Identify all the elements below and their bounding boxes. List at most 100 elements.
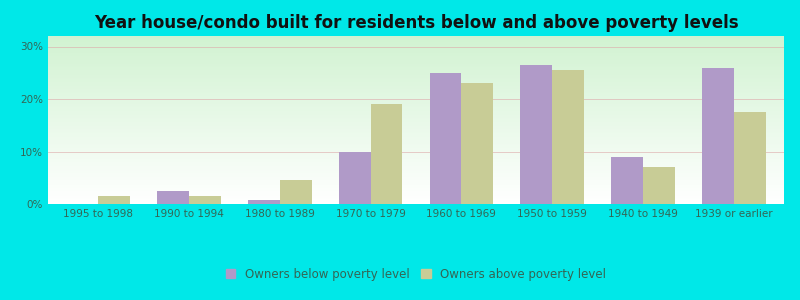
Bar [48,39,784,40]
Bar [48,164,784,165]
Bar [48,59,784,60]
Bar [48,56,784,57]
Bar [430,73,462,204]
Bar [48,77,784,78]
Bar [48,201,784,202]
Bar [48,180,784,181]
Bar [48,137,784,138]
Bar [48,66,784,67]
Bar [48,99,784,100]
Bar [48,67,784,68]
Bar [48,104,784,105]
Bar [48,185,784,186]
Bar [48,143,784,144]
Bar [48,44,784,45]
Bar [48,132,784,133]
Bar [48,165,784,166]
Bar [48,101,784,102]
Bar [157,191,189,204]
Bar [48,199,784,200]
Bar [48,139,784,140]
Bar [48,110,784,111]
Bar [48,198,784,199]
Bar [48,54,784,55]
Bar [48,90,784,91]
Bar [48,75,784,76]
Bar [48,146,784,147]
Bar [48,126,784,127]
Bar [48,200,784,201]
Bar [521,65,552,204]
Bar [48,133,784,134]
Bar [48,42,784,43]
Bar [702,68,734,204]
Bar [611,157,643,204]
Bar [48,163,784,164]
Bar [48,111,784,112]
Bar [48,94,784,95]
Bar [48,157,784,158]
Bar [48,134,784,135]
Bar [48,63,784,64]
Bar [552,70,584,204]
Bar [48,76,784,77]
Bar [48,123,784,124]
Bar [48,113,784,114]
Bar [48,144,784,145]
Title: Year house/condo built for residents below and above poverty levels: Year house/condo built for residents bel… [94,14,738,32]
Bar [48,49,784,50]
Bar [48,202,784,203]
Bar [48,64,784,65]
Bar [48,55,784,56]
Bar [48,181,784,182]
Bar [48,135,784,136]
Bar [48,84,784,85]
Bar [48,182,784,183]
Bar [48,81,784,82]
Bar [48,37,784,38]
Bar [48,188,784,189]
Bar [734,112,766,204]
Bar [48,124,784,125]
Bar [48,169,784,170]
Bar [48,125,784,126]
Bar [48,89,784,90]
Bar [48,189,784,190]
Bar [48,167,784,168]
Bar [48,197,784,198]
Bar [48,38,784,39]
Bar [48,86,784,87]
Bar [48,151,784,152]
Bar [48,88,784,89]
Bar [48,65,784,66]
Bar [48,136,784,137]
Bar [48,127,784,128]
Bar [48,170,784,171]
Bar [48,79,784,80]
Bar [48,85,784,86]
Bar [48,179,784,180]
Bar [48,78,784,79]
Bar [643,167,675,204]
Bar [48,142,784,143]
Bar [48,141,784,142]
Bar [48,82,784,83]
Bar [48,62,784,63]
Bar [48,162,784,163]
Bar [48,109,784,110]
Bar [48,174,784,175]
Bar [48,192,784,193]
Bar [48,138,784,139]
Bar [48,108,784,109]
Bar [189,196,221,204]
Bar [48,122,784,123]
Bar [48,176,784,177]
Bar [48,51,784,52]
Bar [48,131,784,132]
Bar [48,83,784,84]
Bar [48,149,784,150]
Bar [48,68,784,69]
Bar [338,152,370,204]
Bar [48,50,784,51]
Bar [48,40,784,41]
